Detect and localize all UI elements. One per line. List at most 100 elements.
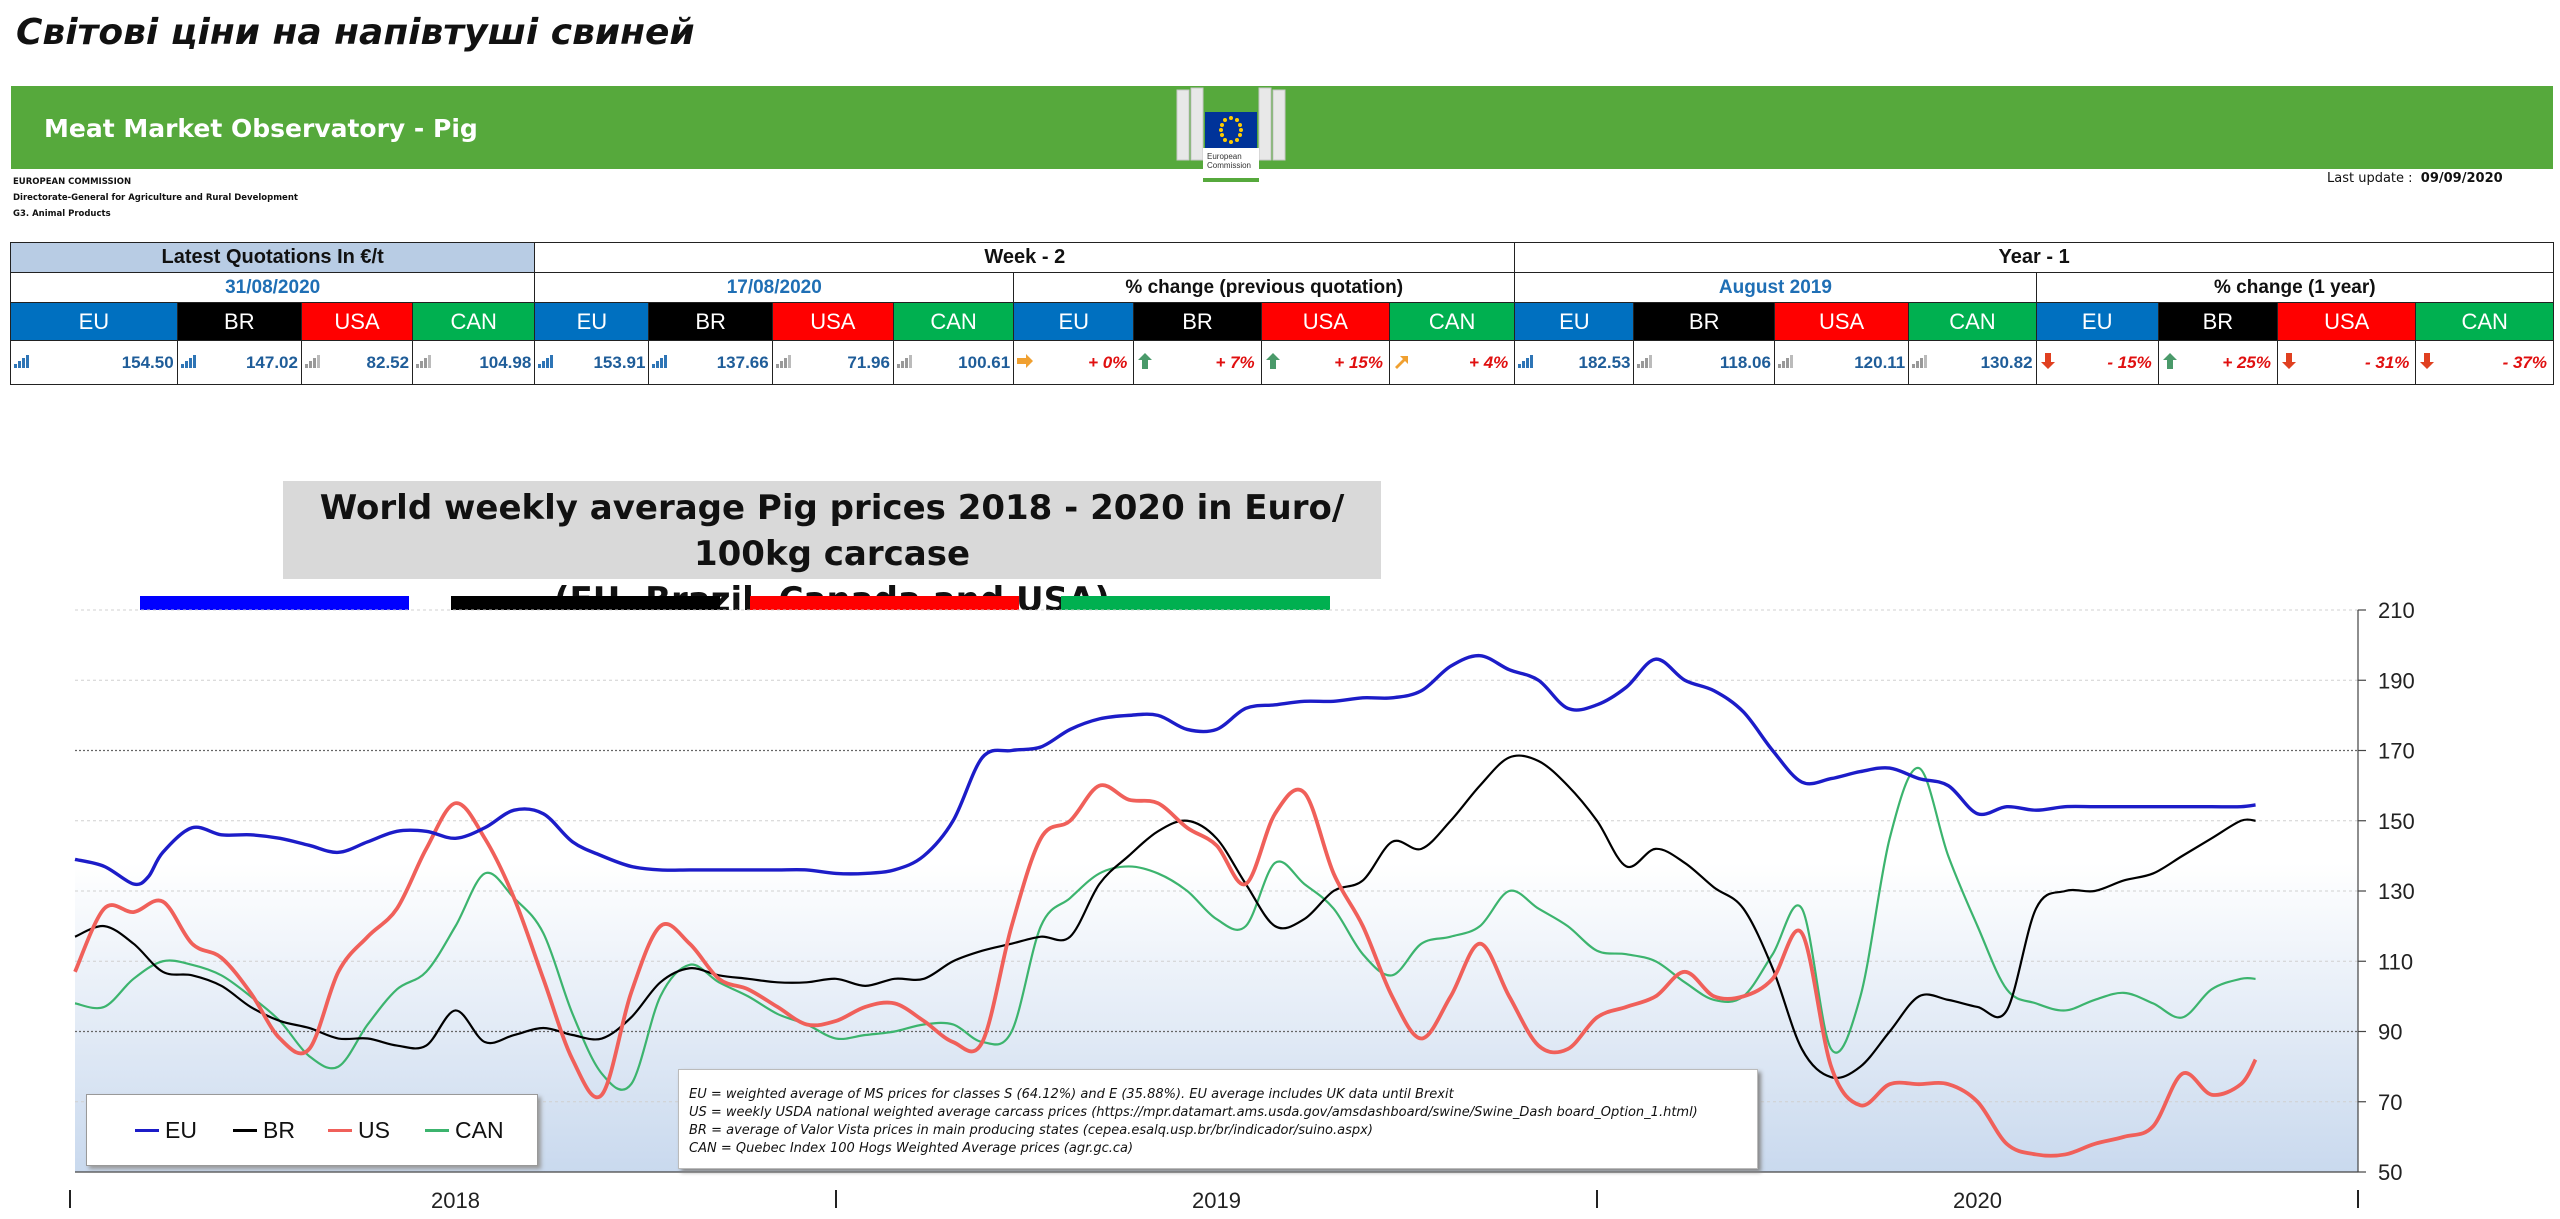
latest-quotations-title: Latest Quotations In €/t	[9, 242, 536, 273]
bar-chart-icon	[180, 353, 196, 374]
value: 82.52	[366, 353, 410, 372]
chart-notes: EU = weighted average of MS prices for c…	[678, 1069, 1758, 1169]
week-value-eu: 153.91	[534, 340, 650, 385]
legend-item-us: US	[328, 1117, 390, 1144]
y-tick-label: 110	[2378, 949, 2413, 974]
col-header-br: BR	[176, 302, 302, 341]
pct-year-eu: - 15%	[2035, 340, 2159, 385]
pct-year-usa: - 31%	[2276, 340, 2417, 385]
organisation-block: EUROPEAN COMMISSION Directorate-General …	[13, 174, 298, 222]
chart-legend: EU BR US CAN	[86, 1094, 538, 1166]
legend-swatch	[135, 1129, 159, 1132]
bar-chart-icon	[775, 353, 791, 374]
bar-chart-icon	[537, 353, 554, 374]
col-header-br: BR	[2157, 302, 2279, 341]
x-group-label: 2019	[1192, 1188, 1241, 1213]
legend-item-can: CAN	[425, 1117, 504, 1144]
banner: Meat Market Observatory - Pig European C…	[11, 86, 2553, 182]
legend-item-br: BR	[233, 1117, 295, 1144]
percent: + 25%	[2222, 353, 2271, 372]
bar-chart-icon	[1777, 353, 1793, 374]
percent: - 37%	[2502, 353, 2547, 372]
pct-prev-usa: + 15%	[1260, 340, 1390, 385]
value: 154.50	[121, 353, 174, 372]
legend-swatch	[425, 1129, 449, 1132]
pct-prev-br: + 7%	[1133, 340, 1262, 385]
col-header-can: CAN	[1908, 302, 2037, 341]
value: 71.96	[847, 353, 890, 372]
year-value-eu: 182.53	[1514, 340, 1635, 385]
arrow-down-icon	[2418, 352, 2436, 375]
arrow-up-icon	[1264, 352, 1282, 375]
quotations-table: Latest Quotations In €/t Week - 2 Year -…	[9, 242, 2555, 385]
series-line-us	[73, 783, 2258, 1158]
note-can: CAN = Quebec Index 100 Hogs Weighted Ave…	[689, 1141, 1134, 1156]
col-header-can: CAN	[1388, 302, 1516, 341]
pct-prev-header: % change (previous quotation)	[1013, 272, 1516, 303]
percent: - 15%	[2107, 353, 2152, 372]
year-value-usa: 120.11	[1773, 340, 1910, 385]
latest-value-usa: 82.52	[300, 340, 414, 385]
x-group-label: 2018	[431, 1188, 480, 1213]
year-date: August 2019	[1514, 272, 2037, 303]
org-line: G3. Animal Products	[13, 209, 111, 219]
value: 147.02	[245, 353, 298, 372]
latest-value-eu: 154.50	[10, 340, 178, 385]
legend-swatch	[328, 1129, 352, 1132]
x-group-label: 2020	[1953, 1188, 2002, 1213]
last-update-label: Last update :	[2327, 171, 2413, 186]
bar-chart-icon	[1517, 353, 1534, 374]
year-value-br: 118.06	[1633, 340, 1775, 385]
last-update-value: 09/09/2020	[2420, 171, 2503, 186]
col-header-br: BR	[1633, 302, 1775, 341]
chart-title-line1: World weekly average Pig prices 2018 - 2…	[319, 488, 1345, 574]
week-value-can: 100.61	[892, 340, 1015, 385]
y-tick-label: 210	[2378, 598, 2415, 623]
org-line: Directorate-General for Agriculture and …	[13, 193, 298, 203]
col-header-br: BR	[1133, 302, 1262, 341]
svg-text:European: European	[1207, 152, 1242, 161]
arrow-up-icon	[2161, 352, 2179, 375]
col-header-eu: EU	[1013, 302, 1135, 341]
latest-value-can: 104.98	[412, 340, 536, 385]
bar-chart-icon	[13, 353, 29, 374]
series-line-br	[74, 754, 2256, 1079]
bar-chart-icon	[1911, 353, 1928, 374]
col-header-can: CAN	[892, 302, 1015, 341]
pct-prev-eu: + 0%	[1013, 340, 1135, 385]
arrow-up-icon	[1136, 352, 1154, 375]
series-line-eu	[74, 653, 2256, 887]
pct-prev-can: + 4%	[1388, 340, 1516, 385]
legend-swatch	[233, 1129, 257, 1132]
note-eu: EU = weighted average of MS prices for c…	[689, 1087, 1454, 1102]
col-header-can: CAN	[2415, 302, 2554, 341]
value: 130.82	[1980, 353, 2033, 372]
percent: + 4%	[1469, 353, 1509, 372]
org-line: EUROPEAN COMMISSION	[13, 177, 132, 187]
pct-year-can: - 37%	[2415, 340, 2554, 385]
svg-text:Commission: Commission	[1207, 161, 1251, 170]
col-header-can: CAN	[412, 302, 536, 341]
value: 153.91	[593, 353, 646, 372]
col-header-eu: EU	[1514, 302, 1635, 341]
col-header-eu: EU	[534, 302, 650, 341]
value: 104.98	[479, 353, 532, 372]
bar-chart-icon	[304, 353, 320, 374]
col-header-usa: USA	[1260, 302, 1390, 341]
note-us: US = weekly USDA national weighted avera…	[689, 1105, 1698, 1120]
bar-chart-icon	[415, 353, 432, 374]
percent: + 7%	[1215, 353, 1255, 372]
legend-item-eu: EU	[135, 1117, 197, 1144]
col-header-usa: USA	[1773, 302, 1910, 341]
y-tick-label: 150	[2378, 809, 2415, 834]
week-value-br: 137.66	[648, 340, 773, 385]
col-header-eu: EU	[10, 302, 178, 341]
arrow-down-icon	[2039, 352, 2057, 375]
value: 120.11	[1854, 353, 1906, 372]
arrow-right-icon	[1016, 352, 1034, 375]
latest-value-br: 147.02	[176, 340, 302, 385]
bar-chart-icon	[651, 353, 668, 374]
y-tick-label: 50	[2378, 1160, 2402, 1185]
value: 182.53	[1578, 353, 1631, 372]
percent: + 15%	[1334, 353, 1383, 372]
